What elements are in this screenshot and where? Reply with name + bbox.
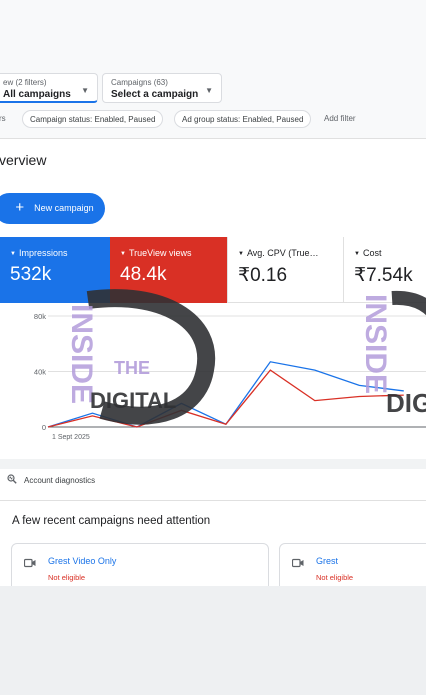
campaign-name-link[interactable]: Grest Video Only: [48, 556, 117, 566]
plus-icon: +: [15, 199, 25, 217]
campaign-selector-label: Campaigns (63): [111, 78, 168, 87]
chevron-down-icon: ▼: [354, 250, 360, 257]
campaigns-overview-page: ew (2 filters) All campaigns ▼ Campaigns…: [0, 0, 426, 590]
x-start-label: 1 Sept 2025: [52, 434, 90, 441]
metric-card-cost[interactable]: ▼ Cost ₹7.54k: [343, 237, 426, 303]
campaign-selector[interactable]: Campaigns (63) Select a campaign ▼: [102, 73, 222, 103]
divider: [0, 138, 426, 139]
attention-heading: A few recent campaigns need attention: [12, 515, 211, 527]
campaign-name-link[interactable]: Grest: [316, 556, 339, 566]
metric-card-avg-cpv[interactable]: ▼ Avg. CPV (True… ₹0.16: [227, 237, 343, 303]
trueview-views-series-line: [47, 369, 404, 428]
view-selector-label: ew (2 filters): [3, 78, 47, 87]
view-selector[interactable]: ew (2 filters) All campaigns ▼: [0, 73, 98, 103]
chevron-down-icon: ▼: [10, 250, 16, 257]
account-diagnostics-label: Account diagnostics: [24, 476, 96, 485]
chevron-down-icon: ▼: [205, 86, 213, 95]
metric-label: TrueView views: [128, 248, 192, 258]
campaign-status: Not eligible: [48, 573, 86, 582]
page-title: verview: [0, 152, 47, 168]
metric-label: Impressions: [18, 248, 68, 258]
campaign-status: Not eligible: [316, 573, 354, 582]
chevron-down-icon: ▼: [81, 86, 89, 95]
campaign-card[interactable]: Grest Not eligible: [279, 543, 426, 590]
y-tick-label: 80k: [34, 312, 46, 321]
new-campaign-button[interactable]: + New campaign: [0, 193, 105, 224]
video-campaign-icon: [24, 558, 36, 568]
metric-value: 532k: [10, 264, 52, 285]
new-campaign-label: New campaign: [34, 203, 94, 213]
add-filter-link[interactable]: Add filter: [324, 114, 356, 123]
campaign-selector-value: Select a campaign: [111, 89, 199, 100]
metric-card-impressions[interactable]: ▼ Impressions 532k: [0, 237, 110, 303]
metric-value: ₹0.16: [238, 265, 288, 286]
y-tick-label: 0: [42, 423, 46, 432]
divider: [0, 500, 426, 501]
filters-label-fragment: rs: [0, 114, 6, 123]
chevron-down-icon: ▼: [238, 250, 244, 257]
campaign-card[interactable]: Grest Video Only Not eligible: [11, 543, 269, 590]
section-gap: [0, 459, 426, 469]
performance-line-chart: 80k 40k 0 1 Sept 2025: [34, 312, 426, 441]
y-tick-label: 40k: [34, 368, 46, 377]
metric-label: Cost: [362, 248, 382, 258]
diagnostics-icon: [7, 474, 17, 484]
campaign-status-filter-chip[interactable]: Campaign status: Enabled, Paused: [22, 110, 164, 128]
metric-value: ₹7.54k: [354, 265, 413, 286]
blank-area: [0, 586, 426, 695]
ad-group-status-filter-chip[interactable]: Ad group status: Enabled, Paused: [174, 110, 312, 128]
metric-card-trueview-views[interactable]: ▼ TrueView views 48.4k: [110, 237, 227, 303]
view-selector-value: All campaigns: [3, 89, 71, 100]
video-campaign-icon: [292, 558, 304, 568]
metric-label: Avg. CPV (True…: [246, 248, 319, 258]
metric-value: 48.4k: [120, 264, 167, 285]
chevron-down-icon: ▼: [120, 250, 126, 257]
